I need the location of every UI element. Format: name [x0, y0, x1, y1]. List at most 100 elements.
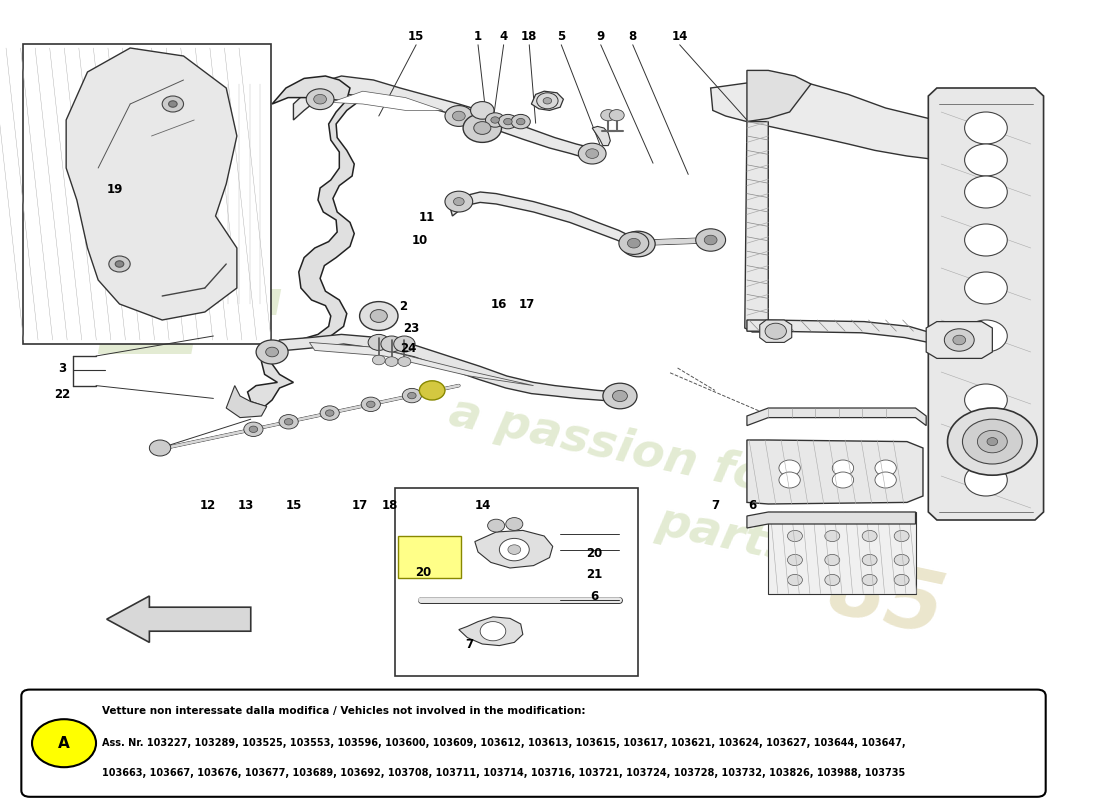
Text: 16: 16 — [492, 298, 507, 310]
Circle shape — [32, 719, 96, 767]
Text: 8: 8 — [628, 30, 637, 43]
Circle shape — [537, 93, 558, 109]
Text: 21: 21 — [586, 568, 603, 581]
Circle shape — [499, 538, 529, 561]
Circle shape — [965, 320, 1008, 352]
Circle shape — [621, 231, 656, 257]
Text: 19: 19 — [107, 183, 123, 196]
Polygon shape — [745, 122, 768, 332]
Circle shape — [586, 149, 598, 158]
Circle shape — [512, 114, 530, 129]
Circle shape — [244, 422, 263, 437]
Circle shape — [825, 554, 839, 566]
Polygon shape — [747, 512, 915, 528]
Circle shape — [498, 114, 517, 129]
Circle shape — [463, 114, 502, 142]
Circle shape — [403, 388, 421, 402]
Circle shape — [506, 518, 522, 530]
Text: 12: 12 — [200, 499, 217, 512]
Circle shape — [978, 430, 1008, 453]
Circle shape — [603, 383, 637, 409]
Circle shape — [894, 554, 909, 566]
Polygon shape — [926, 322, 992, 358]
Circle shape — [619, 232, 649, 254]
Circle shape — [162, 96, 184, 112]
Circle shape — [965, 144, 1008, 176]
Circle shape — [471, 102, 494, 119]
Polygon shape — [747, 70, 811, 122]
Circle shape — [874, 472, 896, 488]
Polygon shape — [747, 320, 928, 342]
Circle shape — [788, 554, 802, 566]
Circle shape — [491, 117, 499, 123]
Text: 17: 17 — [519, 298, 536, 310]
Circle shape — [862, 574, 877, 586]
Circle shape — [779, 472, 801, 488]
Circle shape — [965, 272, 1008, 304]
Circle shape — [452, 111, 465, 121]
Circle shape — [326, 410, 334, 416]
Circle shape — [953, 335, 966, 345]
Circle shape — [408, 392, 416, 398]
Polygon shape — [272, 334, 619, 402]
Circle shape — [613, 390, 627, 402]
Circle shape — [371, 310, 387, 322]
Polygon shape — [227, 386, 267, 418]
Polygon shape — [768, 512, 915, 594]
Text: a passion for: a passion for — [446, 390, 792, 506]
Circle shape — [833, 460, 854, 476]
Text: 1: 1 — [474, 30, 482, 43]
Polygon shape — [450, 192, 638, 250]
Circle shape — [150, 440, 170, 456]
Text: 14: 14 — [671, 30, 688, 43]
Circle shape — [168, 101, 177, 107]
Circle shape — [398, 357, 410, 366]
Circle shape — [944, 329, 975, 351]
Circle shape — [543, 98, 552, 104]
Circle shape — [862, 554, 877, 566]
Polygon shape — [294, 76, 592, 160]
Circle shape — [874, 460, 896, 476]
Circle shape — [788, 530, 802, 542]
Circle shape — [368, 334, 389, 350]
Circle shape — [965, 464, 1008, 496]
Circle shape — [704, 235, 717, 245]
Circle shape — [825, 530, 839, 542]
Circle shape — [485, 113, 505, 127]
Circle shape — [965, 432, 1008, 464]
Circle shape — [987, 438, 998, 446]
Circle shape — [825, 574, 839, 586]
Circle shape — [627, 238, 640, 248]
Circle shape — [609, 110, 624, 121]
Circle shape — [361, 397, 381, 411]
Circle shape — [601, 110, 616, 121]
FancyBboxPatch shape — [398, 536, 461, 578]
Circle shape — [320, 406, 339, 420]
Circle shape — [862, 530, 877, 542]
Circle shape — [779, 460, 801, 476]
Text: 22: 22 — [54, 388, 70, 401]
FancyArrow shape — [107, 596, 251, 642]
Circle shape — [766, 323, 786, 339]
Circle shape — [630, 238, 646, 250]
Polygon shape — [248, 76, 358, 406]
Text: 20: 20 — [416, 566, 431, 578]
Circle shape — [373, 355, 385, 365]
Text: 17: 17 — [352, 499, 367, 512]
Polygon shape — [66, 48, 236, 320]
Text: 5: 5 — [557, 30, 565, 43]
Circle shape — [446, 106, 473, 126]
Text: 3: 3 — [58, 362, 66, 374]
Text: 10: 10 — [411, 234, 428, 246]
Text: 15: 15 — [408, 30, 425, 43]
Circle shape — [962, 419, 1022, 464]
Circle shape — [965, 176, 1008, 208]
Circle shape — [579, 143, 606, 164]
Circle shape — [833, 472, 854, 488]
Text: E-: E- — [94, 216, 292, 392]
Polygon shape — [459, 617, 522, 646]
Circle shape — [894, 574, 909, 586]
Polygon shape — [928, 88, 1044, 520]
Text: 103663, 103667, 103676, 103677, 103689, 103692, 103708, 103711, 103714, 103716, : 103663, 103667, 103676, 103677, 103689, … — [102, 768, 905, 778]
Text: 9: 9 — [596, 30, 605, 43]
